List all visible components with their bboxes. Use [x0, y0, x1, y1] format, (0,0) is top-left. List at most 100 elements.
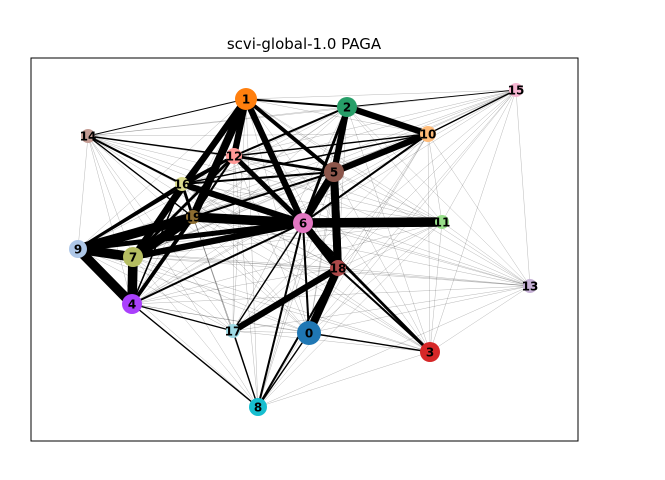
node-4: 4 — [122, 294, 142, 314]
node-circle-7 — [123, 247, 143, 267]
faint-edge-11-14 — [87, 135, 443, 223]
node-circle-10 — [420, 126, 436, 142]
node-0: 0 — [297, 321, 321, 345]
node-label-8: 8 — [254, 401, 262, 415]
node-label-11: 11 — [434, 216, 451, 230]
node-6: 6 — [293, 213, 313, 233]
node-label-10: 10 — [420, 128, 437, 142]
edge-2-15 — [346, 89, 517, 108]
node-1: 1 — [235, 88, 257, 110]
node-label-1: 1 — [242, 93, 250, 107]
faint-edge-0-17 — [232, 330, 310, 334]
node-circle-9 — [69, 240, 87, 258]
edge-7-19 — [130, 213, 196, 261]
faint-edge-9-17 — [77, 248, 234, 332]
faint-edge-2-13 — [346, 106, 531, 287]
node-label-4: 4 — [128, 298, 136, 312]
faint-edge-3-8 — [257, 351, 431, 408]
node-label-2: 2 — [343, 101, 351, 115]
edge-4-17 — [131, 303, 234, 332]
node-label-6: 6 — [299, 217, 307, 231]
node-circle-14 — [81, 129, 95, 143]
faint-edge-15-19 — [192, 89, 517, 218]
faint-edge-3-13 — [429, 285, 531, 353]
node-label-18: 18 — [330, 262, 347, 276]
edge-5-1 — [244, 97, 336, 174]
chart-title: scvi-global-1.0 PAGA — [227, 35, 382, 53]
axes-frame — [30, 57, 579, 442]
node-16: 16 — [174, 177, 191, 192]
node-circle-6 — [293, 213, 313, 233]
node-circle-2 — [337, 97, 357, 117]
node-circle-16 — [175, 177, 189, 191]
node-circle-12 — [226, 148, 242, 164]
node-label-19: 19 — [185, 211, 202, 225]
edge-0-3 — [308, 332, 431, 353]
faint-edge-2-11 — [346, 106, 443, 223]
edge-6-12 — [232, 154, 305, 225]
edge-5-12 — [233, 154, 335, 174]
faint-edge-0-9 — [77, 248, 310, 334]
edge-5-18 — [330, 171, 342, 269]
node-18: 18 — [330, 260, 347, 276]
edge-16-4 — [131, 183, 183, 305]
edge-1-2 — [245, 97, 348, 109]
node-label-15: 15 — [508, 84, 525, 98]
faint-edge-12-17 — [232, 155, 235, 332]
faint-edge-1-10 — [245, 98, 429, 135]
node-2: 2 — [337, 97, 357, 117]
edge-9-19 — [76, 212, 195, 254]
faint-edge-8-12 — [233, 155, 259, 408]
edge-10-15 — [427, 89, 517, 135]
faint-edge-8-11 — [257, 221, 443, 408]
edge-4-6 — [131, 222, 304, 305]
edge-4-8 — [131, 303, 259, 408]
faint-edge-3-11 — [429, 221, 443, 353]
node-label-16: 16 — [174, 178, 191, 192]
node-label-14: 14 — [80, 130, 97, 144]
faint-edge-4-13 — [131, 285, 531, 305]
edge-1-16 — [180, 98, 248, 185]
edge-9-4 — [74, 245, 136, 308]
faint-edge-10-17 — [232, 133, 429, 332]
faint-edge-15-16 — [181, 89, 517, 185]
node-circle-3 — [420, 342, 440, 362]
faint-edge-15-18 — [337, 89, 517, 269]
faint-edge-12-15 — [233, 89, 517, 157]
node-circle-18 — [330, 260, 346, 276]
edge-1-14 — [87, 98, 247, 137]
faint-edge-13-15 — [515, 89, 531, 287]
edge-7-6 — [132, 219, 304, 261]
edge-8-0 — [257, 332, 310, 408]
faint-edge-5-11 — [333, 171, 443, 223]
faint-edge-0-19 — [192, 216, 310, 334]
faint-edge-2-14 — [87, 106, 348, 137]
edge-2-10 — [345, 103, 430, 138]
node-circle-19 — [186, 210, 200, 224]
edge-8-17 — [232, 330, 259, 408]
node-10: 10 — [420, 126, 437, 142]
faint-edge-13-18 — [337, 267, 531, 287]
edge-10-16 — [181, 133, 429, 185]
faint-edge-7-8 — [132, 256, 259, 408]
node-11: 11 — [434, 215, 451, 230]
node-8: 8 — [249, 398, 267, 416]
faint-edge-7-17 — [132, 256, 234, 332]
node-label-9: 9 — [74, 243, 82, 257]
faint-edge-3-5 — [333, 171, 431, 353]
edge-6-3 — [301, 222, 432, 353]
node-9: 9 — [69, 240, 87, 258]
node-label-0: 0 — [305, 327, 313, 341]
node-circle-5 — [324, 162, 344, 182]
faint-edge-7-18 — [132, 256, 339, 269]
faint-edge-4-11 — [131, 221, 443, 305]
faint-edge-0-10 — [308, 133, 429, 334]
edge-10-12 — [233, 133, 429, 157]
node-circle-8 — [249, 398, 267, 416]
node-7: 7 — [123, 247, 143, 267]
node-circle-0 — [297, 321, 321, 345]
edge-14-19 — [87, 135, 194, 218]
edge-19-1 — [189, 97, 250, 219]
